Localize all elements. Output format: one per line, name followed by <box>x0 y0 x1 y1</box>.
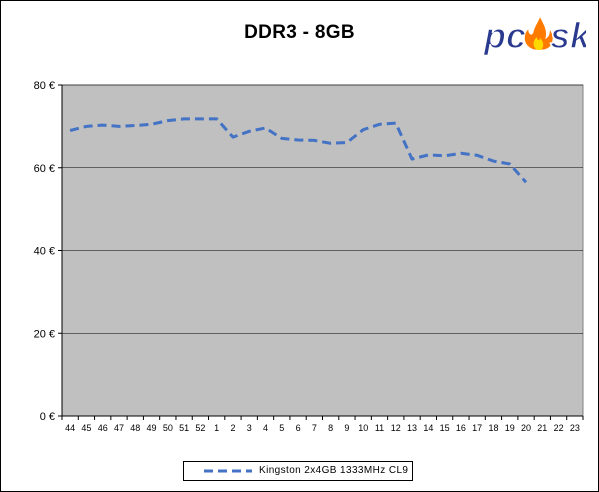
x-tick-label: 10 <box>358 423 368 433</box>
x-tick-label: 17 <box>472 423 482 433</box>
data-point <box>525 181 528 184</box>
data-point <box>459 152 462 155</box>
x-tick-label: 49 <box>147 423 157 433</box>
data-point <box>101 124 104 127</box>
data-point <box>134 124 137 127</box>
data-point <box>427 153 430 156</box>
x-tick-label: 18 <box>488 423 498 433</box>
chart-legend: Kingston 2x4GB 1333MHz CL9 <box>183 461 413 481</box>
x-tick-label: 46 <box>98 423 108 433</box>
x-tick-label: 8 <box>328 423 333 433</box>
x-tick-label: 7 <box>312 423 317 433</box>
x-tick-label: 14 <box>423 423 433 433</box>
data-point <box>313 139 316 142</box>
x-tick-label: 48 <box>130 423 140 433</box>
svg-text:pc: pc <box>483 15 526 56</box>
x-tick-label: 51 <box>179 423 189 433</box>
data-point <box>117 125 120 128</box>
y-tick-label: 20 € <box>34 328 55 340</box>
x-tick-label: 23 <box>570 423 580 433</box>
x-tick-label: 44 <box>65 423 75 433</box>
svg-text:sk: sk <box>550 15 586 56</box>
site-logo: pc sk <box>482 10 593 58</box>
x-tick-label: 19 <box>505 423 515 433</box>
x-tick-label: 2 <box>230 423 235 433</box>
data-point <box>183 117 186 120</box>
y-tick-label: 60 € <box>34 163 55 175</box>
y-tick-label: 40 € <box>34 246 55 258</box>
x-tick-label: 47 <box>114 423 124 433</box>
data-point <box>378 123 381 126</box>
series-line <box>69 117 528 184</box>
x-tick-label: 20 <box>521 423 531 433</box>
data-point <box>166 119 169 122</box>
x-tick-label: 16 <box>456 423 466 433</box>
y-tick-label: 80 € <box>34 80 55 92</box>
legend-label: Kingston 2x4GB 1333MHz CL9 <box>259 465 409 476</box>
data-point <box>443 154 446 157</box>
data-point <box>85 125 88 128</box>
x-tick-label: 3 <box>247 423 252 433</box>
data-point <box>264 127 267 130</box>
x-tick-label: 9 <box>344 423 349 433</box>
data-point <box>248 130 251 133</box>
data-point <box>280 137 283 140</box>
x-tick-label: 1 <box>214 423 219 433</box>
data-point <box>492 160 495 163</box>
x-tick-label: 5 <box>279 423 284 433</box>
data-point <box>508 163 511 166</box>
x-tick-label: 50 <box>163 423 173 433</box>
legend-swatch <box>204 469 252 473</box>
data-point <box>476 154 479 157</box>
data-point <box>297 139 300 142</box>
x-tick-label: 4 <box>263 423 268 433</box>
x-tick-label: 52 <box>195 423 205 433</box>
data-point <box>199 117 202 120</box>
data-point <box>329 142 332 145</box>
y-tick-label: 0 € <box>40 411 55 423</box>
x-tick-label: 45 <box>81 423 91 433</box>
x-tick-label: 12 <box>391 423 401 433</box>
data-point <box>362 128 365 131</box>
x-tick-label: 13 <box>407 423 417 433</box>
data-point <box>411 158 414 161</box>
data-point <box>69 129 72 132</box>
x-tick-label: 6 <box>296 423 301 433</box>
chart-title: DDR3 - 8GB <box>244 22 355 43</box>
data-point <box>150 123 153 126</box>
x-tick-label: 11 <box>375 423 384 433</box>
data-point <box>394 122 397 125</box>
x-tick-label: 15 <box>440 423 450 433</box>
data-point <box>345 141 348 144</box>
data-point <box>215 117 218 120</box>
x-tick-label: 21 <box>537 423 547 433</box>
data-point <box>231 136 234 139</box>
x-tick-label: 22 <box>554 423 564 433</box>
